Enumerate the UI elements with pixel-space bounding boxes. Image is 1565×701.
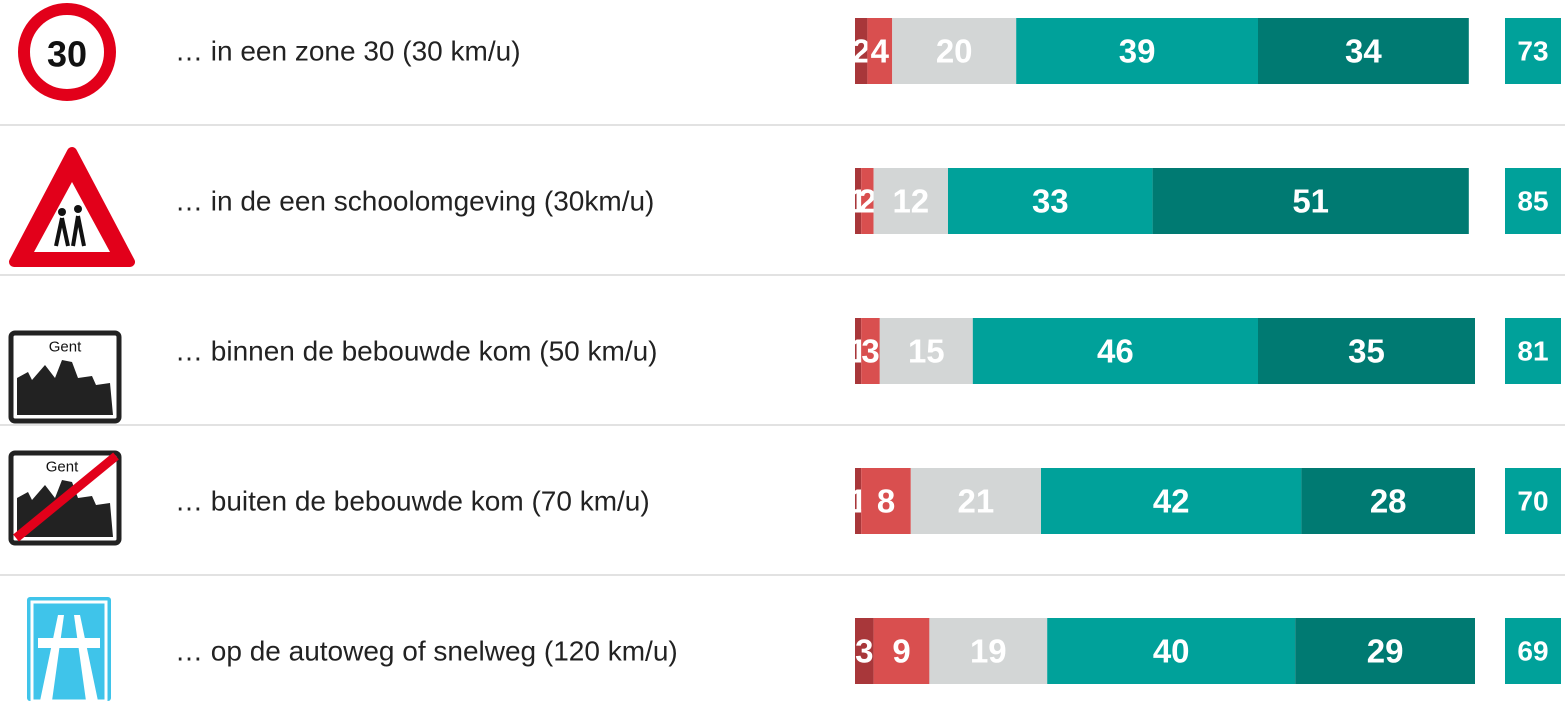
segment-label: 2 (852, 33, 870, 70)
segment-label: 9 (892, 633, 910, 670)
segment-label: 20 (936, 33, 973, 70)
sign-bridge (38, 638, 100, 648)
bar-segment (1047, 618, 1296, 684)
bar-segment (855, 168, 862, 234)
sign-school-inner (34, 182, 110, 252)
category-label: … in de een schoolomgeving (30km/u) (175, 186, 654, 217)
bar-segment (1041, 468, 1302, 534)
bar-segment (972, 318, 1258, 384)
bar-segment (1301, 468, 1475, 534)
sign-skyline (17, 360, 113, 415)
total-box (1505, 618, 1561, 684)
category-label: … buiten de bebouwde kom (70 km/u) (175, 486, 650, 517)
sign-text: Gent (46, 459, 79, 476)
sign-strike (13, 452, 119, 542)
bar-segment (855, 468, 862, 534)
segment-label: 39 (1119, 33, 1156, 70)
total-label: 69 (1517, 636, 1548, 667)
bar-segment (855, 18, 868, 84)
bar-segment (910, 468, 1041, 534)
sign-child-head (74, 205, 82, 213)
sign-motorway-border (30, 600, 108, 701)
segment-label: 35 (1348, 333, 1385, 370)
bar-segment (861, 168, 874, 234)
sign-motorway (27, 597, 111, 701)
bar-segment (892, 18, 1017, 84)
total-label: 81 (1517, 336, 1548, 367)
bar-segment (1295, 618, 1475, 684)
icons: 30 Gent Gent (8, 3, 135, 701)
total-label: 73 (1517, 36, 1548, 67)
bar-segment (873, 618, 930, 684)
bar-segment (929, 618, 1048, 684)
bar-segment (1258, 318, 1475, 384)
sign-text: Gent (49, 339, 82, 356)
segment-label: 3 (861, 333, 879, 370)
bar-segment (861, 468, 911, 534)
segment-label: 19 (970, 633, 1007, 670)
bar-segment (1258, 18, 1469, 84)
segment-label: 46 (1097, 333, 1134, 370)
sign-child-head (58, 208, 66, 216)
segment-label: 51 (1292, 183, 1329, 220)
total-label: 85 (1517, 186, 1548, 217)
segment-label: 42 (1153, 483, 1190, 520)
segment-label: 4 (871, 33, 890, 70)
bar-segment (1152, 168, 1469, 234)
total-box (1505, 318, 1561, 384)
segment-label: 33 (1032, 183, 1069, 220)
sign-text: 30 (47, 34, 87, 75)
segment-label: 40 (1153, 633, 1190, 670)
total-box (1505, 18, 1561, 84)
total-box (1505, 168, 1561, 234)
bar-segment (867, 18, 893, 84)
category-label: … binnen de bebouwde kom (50 km/u) (175, 336, 658, 367)
segment-label: 15 (908, 333, 945, 370)
segment-label: 21 (958, 483, 995, 520)
category-label: … op de autoweg of snelweg (120 km/u) (175, 636, 678, 667)
category-label: … in een zone 30 (30 km/u) (175, 36, 521, 67)
sign-children (54, 215, 86, 247)
sign-road (40, 615, 98, 701)
segment-label: 28 (1370, 483, 1407, 520)
total-box (1505, 468, 1561, 534)
segment-label: 12 (892, 183, 929, 220)
sign-zone30 (18, 3, 116, 101)
segment-label: 34 (1345, 33, 1382, 70)
bar-segment (948, 168, 1153, 234)
total-label: 70 (1517, 486, 1548, 517)
bar-segment (855, 618, 874, 684)
segment-label: 29 (1367, 633, 1404, 670)
bar-segment (861, 318, 880, 384)
segment-label: 8 (877, 483, 895, 520)
bar-segment (1016, 18, 1258, 84)
segment-label: 3 (855, 633, 873, 670)
bar-segment (879, 318, 973, 384)
segment-label: 2 (858, 183, 876, 220)
bar-segment (873, 168, 948, 234)
bar-segment (855, 318, 862, 384)
